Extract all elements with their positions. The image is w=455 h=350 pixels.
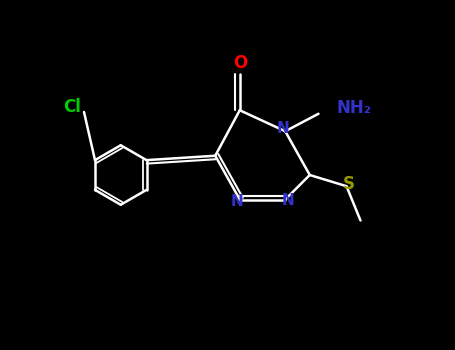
Text: S: S	[343, 175, 354, 193]
Text: NH₂: NH₂	[336, 99, 371, 118]
Text: N: N	[231, 194, 243, 209]
Text: N: N	[282, 193, 294, 208]
Text: N: N	[277, 121, 290, 136]
Text: O: O	[233, 54, 247, 72]
Text: Cl: Cl	[64, 98, 81, 116]
